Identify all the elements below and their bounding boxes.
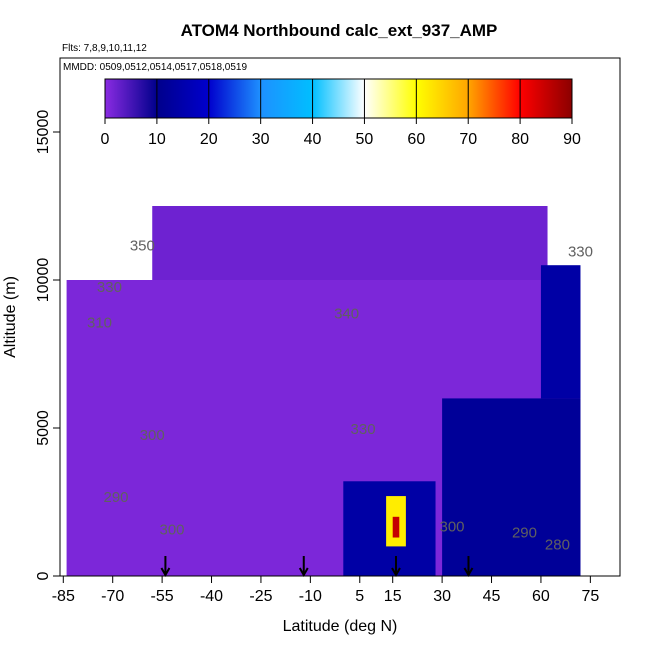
contour-label: 290 — [103, 489, 128, 506]
heatmap-cell — [152, 206, 548, 280]
theta-contours: 350 330 310 340 300 290 300 330 300 290 280 330 — [87, 237, 593, 553]
flights-note: Flts: 7,8,9,10,11,12 — [62, 43, 147, 54]
x-tick-label: 15 — [384, 588, 402, 605]
y-tick-label: 0 — [35, 571, 52, 580]
y-tick-label: 5000 — [35, 410, 52, 446]
contour-label: 330 — [351, 421, 376, 438]
heatmap-cell — [442, 398, 581, 576]
colorbar: 0 10 20 30 40 50 60 70 80 90 — [101, 78, 581, 148]
x-tick-label: 60 — [532, 588, 550, 605]
colorbar-tick-label: 20 — [200, 131, 218, 148]
x-tick-label: -25 — [249, 588, 272, 605]
profile-arrows — [160, 556, 474, 578]
x-tick-label: 30 — [433, 588, 451, 605]
colorbar-tick-label: 40 — [304, 131, 322, 148]
chart-title: ATOM4 Northbound calc_ext_937_AMP — [181, 21, 498, 40]
y-axis: 0 5000 10000 15000 — [35, 110, 60, 580]
x-axis: -85 -70 -55 -40 -25 -10 5 15 30 45 60 75 — [52, 576, 599, 605]
colorbar-ticks: 0 10 20 30 40 50 60 70 80 90 — [101, 79, 581, 148]
profile-arrow — [391, 556, 401, 578]
x-tick-label: 75 — [581, 588, 599, 605]
heatmap-cell — [540, 265, 581, 399]
colorbar-tick-label: 30 — [252, 131, 270, 148]
x-tick-label: -55 — [151, 588, 174, 605]
heatmap-cells — [66, 206, 581, 576]
y-tick-label: 10000 — [35, 258, 52, 303]
colorbar-tick-label: 90 — [563, 131, 581, 148]
colorbar-tick-label: 60 — [407, 131, 425, 148]
x-tick-label: -85 — [52, 588, 75, 605]
x-tick-label: -10 — [299, 588, 322, 605]
contour-label: 340 — [334, 305, 359, 322]
contour-label: 350 — [130, 237, 155, 254]
profile-arrow — [463, 556, 474, 578]
colorbar-tick-label: 50 — [356, 131, 374, 148]
x-tick-label: -70 — [101, 588, 124, 605]
profile-arrow — [298, 556, 309, 578]
colorbar-ramp — [104, 78, 573, 119]
profile-arrow — [160, 556, 171, 578]
contour-label: 300 — [439, 519, 464, 536]
contour-label: 330 — [97, 279, 122, 296]
contour-label: 300 — [159, 522, 184, 539]
colorbar-tick-label: 80 — [511, 131, 529, 148]
dates-note: MMDD: 0509,0512,0514,0517,0518,0519 — [63, 62, 247, 73]
plot-frame — [59, 57, 621, 577]
contour-label: 330 — [568, 243, 593, 260]
contour-label: 310 — [87, 314, 112, 331]
heatmap-cell — [392, 516, 400, 538]
colorbar-tick-label: 0 — [101, 131, 110, 148]
colorbar-tick-label: 10 — [148, 131, 166, 148]
contour-label: 280 — [545, 536, 570, 553]
colorbar-tick-label: 70 — [459, 131, 477, 148]
y-axis-label: Altitude (m) — [2, 276, 19, 358]
contour-label: 290 — [512, 525, 537, 542]
x-tick-label: 5 — [355, 588, 364, 605]
x-axis-label: Latitude (deg N) — [283, 618, 398, 635]
contour-label: 300 — [140, 427, 165, 444]
x-tick-label: -40 — [200, 588, 223, 605]
x-tick-label: 45 — [483, 588, 501, 605]
y-tick-label: 15000 — [35, 110, 52, 155]
